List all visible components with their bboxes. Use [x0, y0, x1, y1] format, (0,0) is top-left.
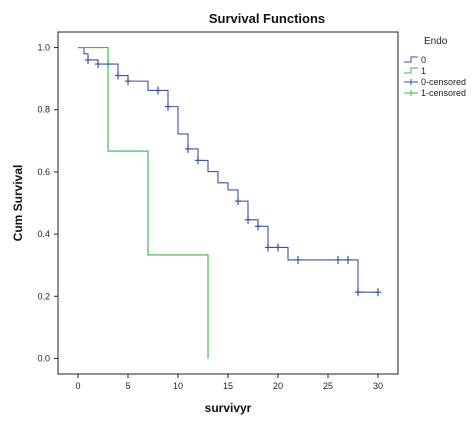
legend-entry: 1-censored — [404, 88, 466, 98]
y-axis-label: Cum Survival — [11, 165, 25, 242]
x-tick-label: 0 — [75, 381, 80, 391]
legend-label: 1 — [421, 66, 426, 76]
y-tick-label: 0.0 — [37, 353, 50, 363]
y-tick-label: 0.2 — [37, 291, 50, 301]
y-tick-label: 0.4 — [37, 229, 50, 239]
y-tick-labels: 0.0 0.2 0.4 0.6 0.8 1.0 — [37, 43, 50, 364]
x-axis-label: survivyr — [205, 401, 252, 415]
legend-entry: 0-censored — [404, 77, 466, 87]
legend-entry: 1 — [404, 66, 426, 76]
y-tick-label: 0.8 — [37, 105, 50, 115]
legend-label: 1-censored — [421, 88, 466, 98]
y-tick-label: 0.6 — [37, 167, 50, 177]
x-tick-label: 15 — [223, 381, 233, 391]
x-tick-label: 25 — [323, 381, 333, 391]
legend-title: Endo — [424, 36, 448, 47]
series-1-line — [78, 46, 209, 359]
y-tick-label: 1.0 — [37, 43, 50, 53]
x-tick-label: 20 — [273, 381, 283, 391]
legend-entry: 0 — [404, 55, 426, 65]
x-tick-labels: 0 5 10 15 20 25 30 — [75, 381, 383, 391]
legend-swatch — [404, 56, 418, 63]
x-tick-label: 10 — [173, 381, 183, 391]
legend-swatch — [404, 67, 418, 74]
legend-label: 0 — [421, 55, 426, 65]
x-tick-label: 30 — [373, 381, 383, 391]
tick-marks — [54, 47, 379, 378]
x-tick-label: 5 — [125, 381, 130, 391]
chart-title: Survival Functions — [209, 11, 325, 26]
legend-label: 0-censored — [421, 77, 466, 87]
series-layer — [78, 46, 381, 359]
plot-frame — [57, 31, 399, 375]
series-0-line — [78, 46, 378, 293]
